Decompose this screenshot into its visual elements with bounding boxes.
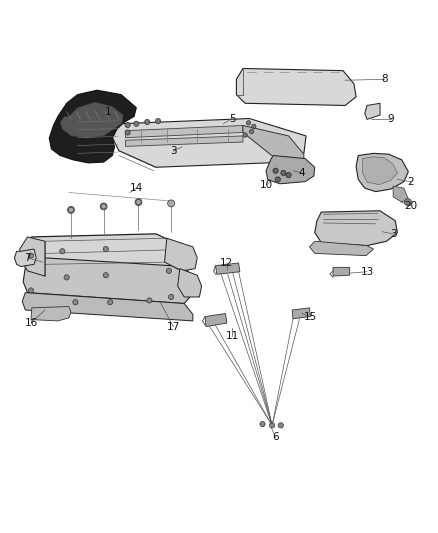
Text: 8: 8 xyxy=(381,75,388,84)
Circle shape xyxy=(108,300,113,305)
Circle shape xyxy=(166,268,172,273)
Circle shape xyxy=(73,300,78,305)
Polygon shape xyxy=(165,238,197,271)
Polygon shape xyxy=(28,234,193,269)
Text: 3: 3 xyxy=(390,229,396,239)
Polygon shape xyxy=(31,306,71,321)
Circle shape xyxy=(281,171,286,175)
Circle shape xyxy=(404,199,411,206)
Circle shape xyxy=(269,423,275,428)
Polygon shape xyxy=(356,154,408,192)
Circle shape xyxy=(169,294,174,300)
Polygon shape xyxy=(49,90,136,163)
Text: 7: 7 xyxy=(24,253,31,263)
Text: 4: 4 xyxy=(298,168,305,178)
Polygon shape xyxy=(23,257,193,303)
Circle shape xyxy=(64,275,69,280)
Text: 16: 16 xyxy=(25,318,38,328)
Circle shape xyxy=(275,177,280,182)
Circle shape xyxy=(145,119,150,125)
Circle shape xyxy=(278,423,283,428)
Text: 3: 3 xyxy=(170,146,177,156)
Circle shape xyxy=(155,118,161,124)
Polygon shape xyxy=(333,268,350,276)
Text: 17: 17 xyxy=(167,321,180,332)
Circle shape xyxy=(136,199,141,205)
Circle shape xyxy=(67,206,74,213)
Circle shape xyxy=(252,124,256,128)
Circle shape xyxy=(103,246,109,252)
Text: 14: 14 xyxy=(130,183,143,193)
Circle shape xyxy=(147,298,152,303)
Polygon shape xyxy=(310,241,374,256)
Text: 5: 5 xyxy=(229,114,235,124)
Polygon shape xyxy=(266,156,315,184)
Circle shape xyxy=(273,168,278,173)
Polygon shape xyxy=(393,186,408,202)
Polygon shape xyxy=(125,136,243,147)
Circle shape xyxy=(168,200,175,207)
Polygon shape xyxy=(237,68,356,106)
Polygon shape xyxy=(20,237,45,276)
Circle shape xyxy=(243,133,247,137)
Polygon shape xyxy=(365,103,380,119)
Polygon shape xyxy=(125,125,243,138)
Polygon shape xyxy=(315,211,397,246)
Text: 13: 13 xyxy=(360,266,374,277)
Circle shape xyxy=(135,199,142,206)
Polygon shape xyxy=(215,263,240,274)
Polygon shape xyxy=(22,293,193,321)
Circle shape xyxy=(103,272,109,278)
Circle shape xyxy=(247,120,251,125)
Circle shape xyxy=(125,130,130,135)
Polygon shape xyxy=(363,157,397,184)
Polygon shape xyxy=(113,118,306,167)
Polygon shape xyxy=(178,269,201,297)
Text: 2: 2 xyxy=(407,176,414,187)
Text: 10: 10 xyxy=(260,180,273,190)
Polygon shape xyxy=(60,102,123,138)
Polygon shape xyxy=(205,313,227,327)
Circle shape xyxy=(125,123,130,128)
Text: 9: 9 xyxy=(388,114,394,124)
Text: 12: 12 xyxy=(220,258,233,268)
Circle shape xyxy=(100,203,107,210)
Text: 11: 11 xyxy=(226,331,239,341)
Circle shape xyxy=(101,204,106,209)
Circle shape xyxy=(286,173,291,177)
Circle shape xyxy=(250,130,254,134)
Text: 20: 20 xyxy=(404,200,417,211)
Polygon shape xyxy=(243,125,304,167)
Circle shape xyxy=(68,207,74,213)
Circle shape xyxy=(28,288,34,293)
Circle shape xyxy=(28,253,34,258)
Polygon shape xyxy=(292,308,311,319)
Text: 6: 6 xyxy=(272,432,279,442)
Circle shape xyxy=(134,121,139,126)
Text: 1: 1 xyxy=(105,107,111,117)
Circle shape xyxy=(260,422,265,426)
Circle shape xyxy=(60,249,65,254)
Polygon shape xyxy=(14,249,36,266)
Text: 15: 15 xyxy=(304,312,317,321)
